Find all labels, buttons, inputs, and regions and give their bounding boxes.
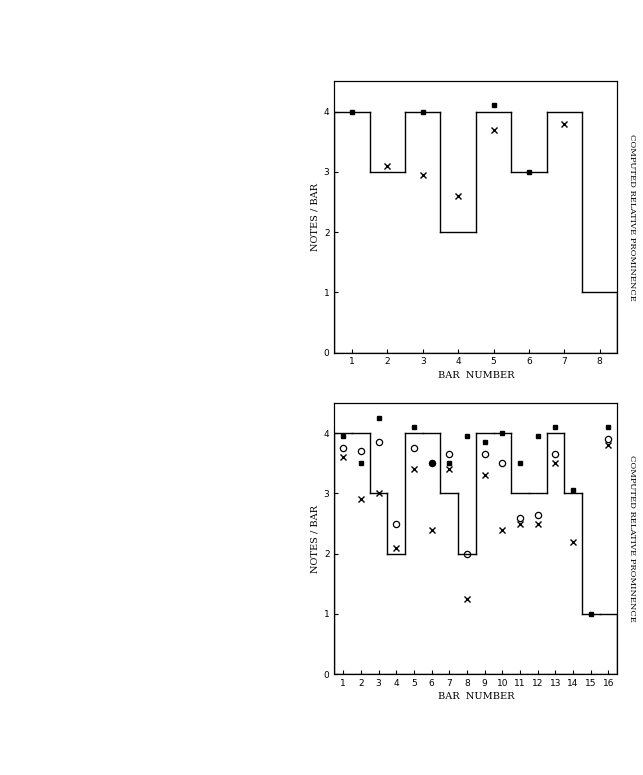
Y-axis label: NOTES / BAR: NOTES / BAR: [311, 183, 320, 251]
X-axis label: BAR  NUMBER: BAR NUMBER: [438, 370, 514, 380]
Y-axis label: COMPUTED RELATIVE PROMINENCE: COMPUTED RELATIVE PROMINENCE: [628, 455, 637, 622]
Y-axis label: NOTES / BAR: NOTES / BAR: [311, 505, 320, 573]
Y-axis label: COMPUTED RELATIVE PROMINENCE: COMPUTED RELATIVE PROMINENCE: [628, 133, 637, 301]
X-axis label: BAR  NUMBER: BAR NUMBER: [438, 692, 514, 701]
